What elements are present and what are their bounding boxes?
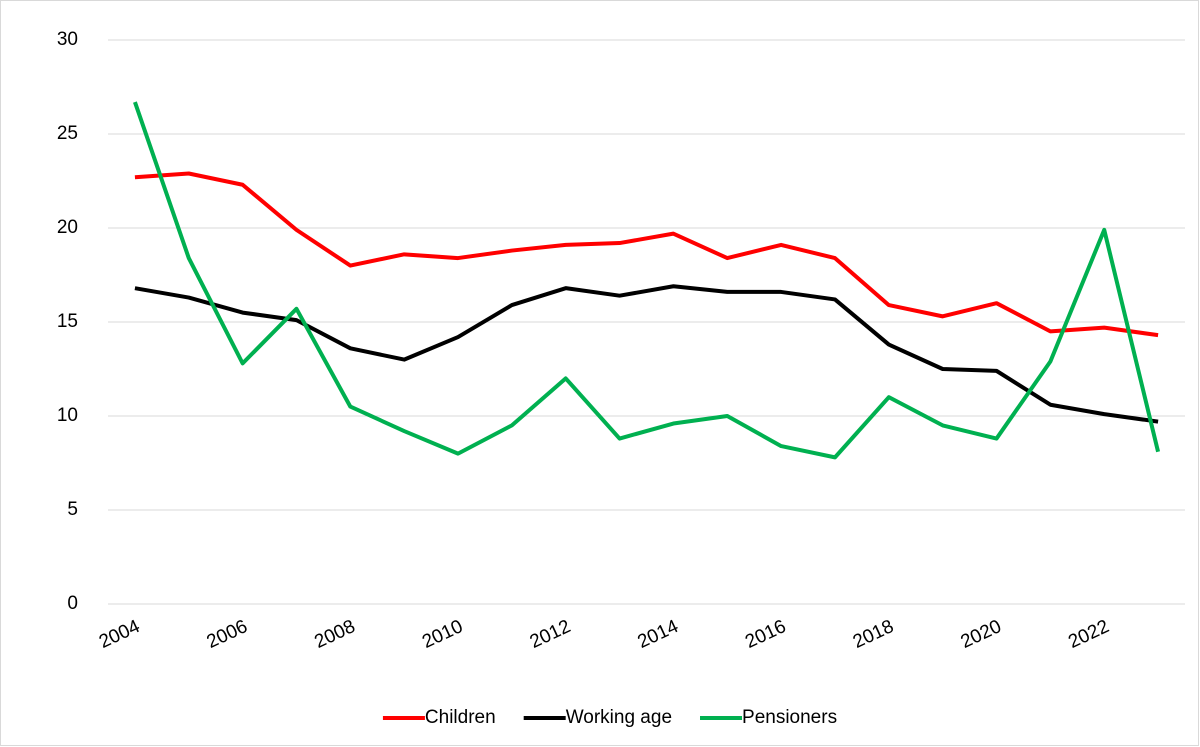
- series-line: [134, 171, 1159, 338]
- y-tick-label: 15: [57, 311, 78, 332]
- y-tick-label: 5: [67, 499, 78, 520]
- y-tick-label: 25: [57, 123, 78, 144]
- y-tick-label: 0: [67, 593, 78, 614]
- legend-label: Children: [425, 707, 496, 728]
- legend-label: Pensioners: [742, 707, 837, 728]
- legend: Children Working age Pensioners: [382, 707, 837, 728]
- legend-label: Working age: [566, 707, 672, 728]
- y-tick-label: 30: [57, 29, 78, 50]
- series-line: [133, 101, 1161, 460]
- y-tick-label: 10: [57, 405, 78, 426]
- y-tick-label: 20: [57, 217, 78, 238]
